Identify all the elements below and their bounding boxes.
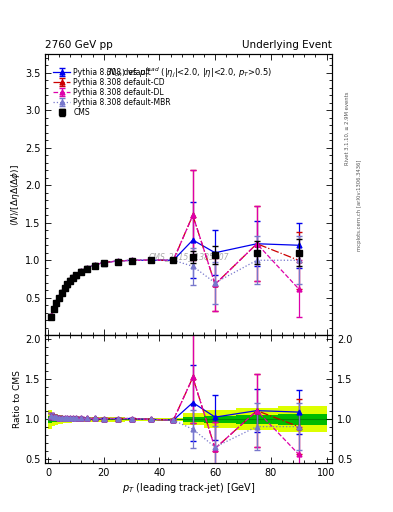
Text: $\langle N_{ch}\rangle$ vs $p_T^{lead}$ ($|\eta_j|$<2.0, $|\eta|$<2.0, $p_T$>0.5: $\langle N_{ch}\rangle$ vs $p_T^{lead}$ … bbox=[105, 65, 272, 79]
Y-axis label: Ratio to CMS: Ratio to CMS bbox=[13, 370, 22, 429]
Text: Rivet 3.1.10, ≥ 2.9M events: Rivet 3.1.10, ≥ 2.9M events bbox=[345, 91, 350, 165]
Text: Underlying Event: Underlying Event bbox=[242, 40, 332, 50]
Text: mcplots.cern.ch [arXiv:1306.3436]: mcplots.cern.ch [arXiv:1306.3436] bbox=[357, 159, 362, 250]
Y-axis label: $\langle N\rangle/[\Delta\eta\Delta(\Delta\phi)]$: $\langle N\rangle/[\Delta\eta\Delta(\Del… bbox=[9, 163, 22, 226]
Text: 2760 GeV pp: 2760 GeV pp bbox=[45, 40, 113, 50]
X-axis label: $p_T$ (leading track-jet) [GeV]: $p_T$ (leading track-jet) [GeV] bbox=[122, 481, 255, 495]
Text: CMS_2015_I1385107: CMS_2015_I1385107 bbox=[149, 252, 229, 261]
Legend: Pythia 8.308 default, Pythia 8.308 default-CD, Pythia 8.308 default-DL, Pythia 8: Pythia 8.308 default, Pythia 8.308 defau… bbox=[52, 66, 173, 119]
